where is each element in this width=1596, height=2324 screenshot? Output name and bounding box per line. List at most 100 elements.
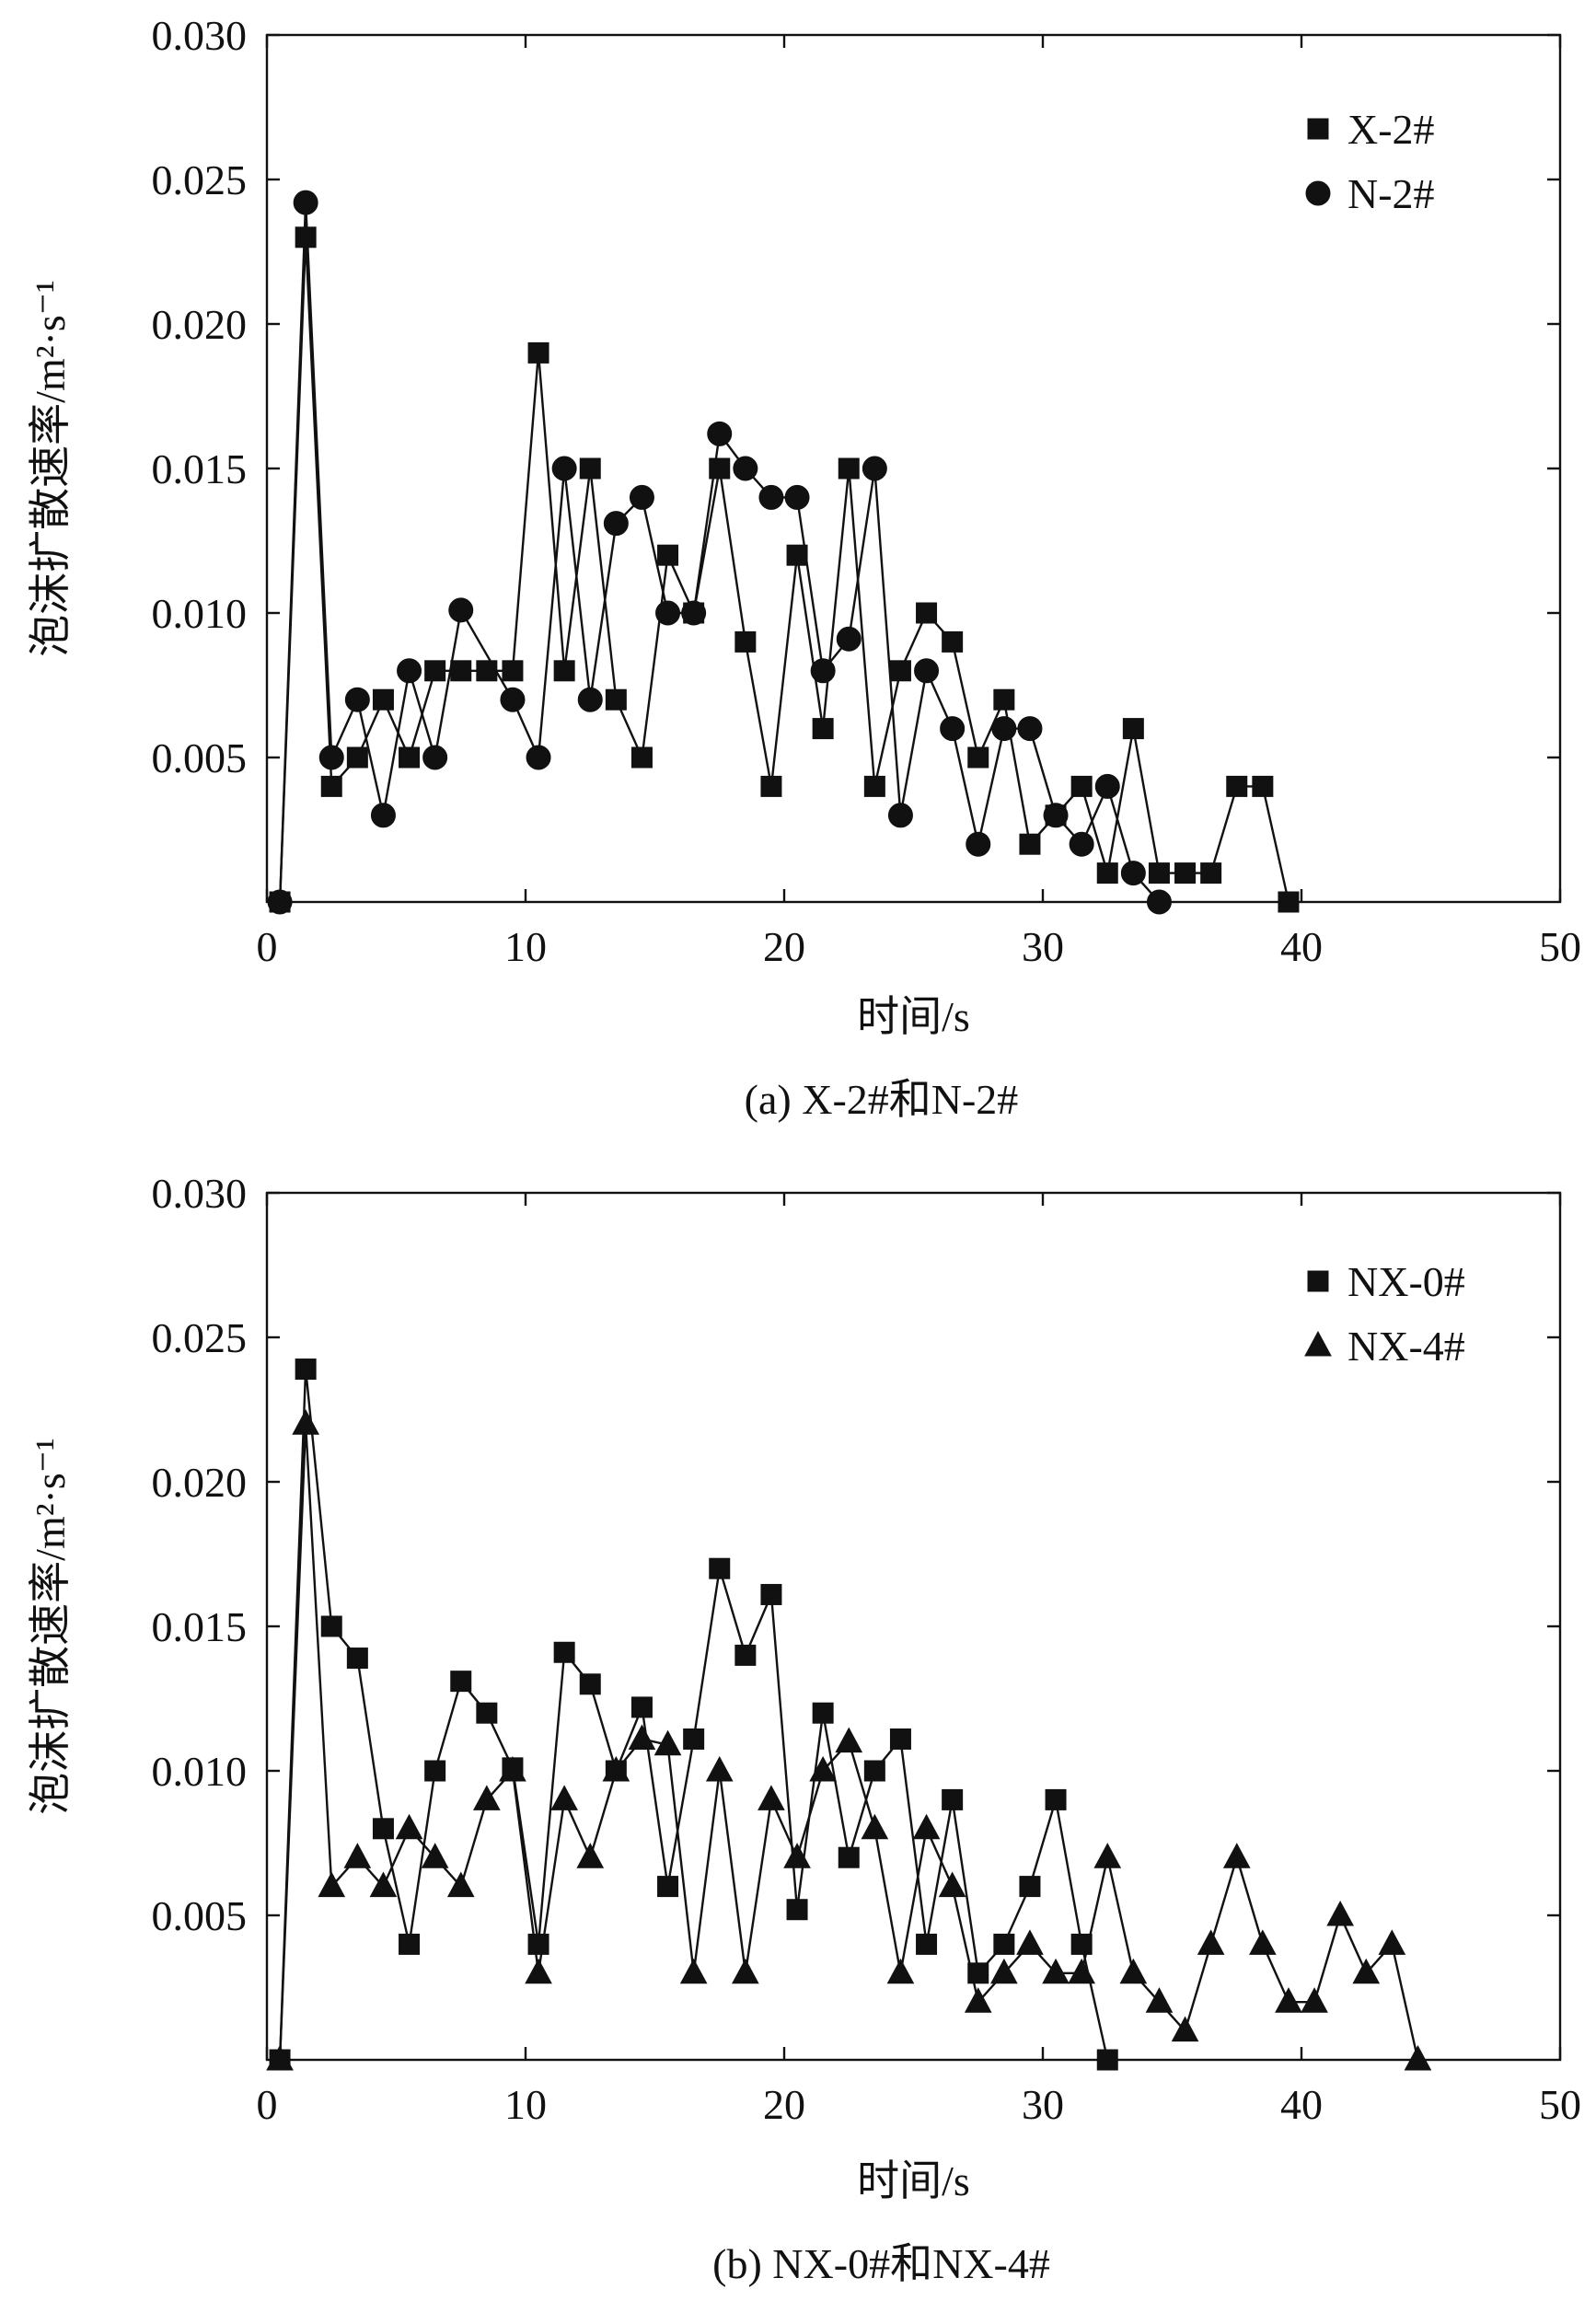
chart-b-series-2-point bbox=[1093, 1843, 1122, 1868]
chart-a-series-1-point bbox=[605, 688, 627, 711]
chart-a-x-axis-title: 时间/s bbox=[857, 993, 970, 1040]
chart-a-x-tick-label-5: 50 bbox=[1539, 923, 1581, 970]
chart-b-legend-marker-2-shape bbox=[1304, 1330, 1332, 1357]
chart-a-legend-item-2: N-2# bbox=[1305, 170, 1435, 217]
chart-b-x-axis-title: 时间/s bbox=[857, 2157, 970, 2204]
chart-b-series-1-point bbox=[916, 1933, 938, 1955]
chart-a-series-1-point bbox=[1200, 862, 1222, 885]
chart-b-legend-marker-1 bbox=[1307, 1270, 1329, 1292]
chart-a-series-2-point bbox=[733, 456, 758, 481]
chart-a-legend: X-2# N-2# bbox=[1305, 106, 1435, 217]
chart-b-series-2-point bbox=[964, 1987, 992, 2013]
chart-b-legend-marker-2 bbox=[1304, 1330, 1332, 1357]
chart-b-series-2 bbox=[266, 1409, 1432, 2071]
chart-a-series-2-point bbox=[655, 600, 681, 626]
chart-a-series-1-point bbox=[1252, 775, 1274, 797]
chart-a-series-1-point bbox=[372, 688, 394, 711]
chart-b-series-1-point bbox=[399, 1933, 421, 1955]
chart-b-series-1-point bbox=[683, 1728, 705, 1750]
chart-b-series-1-point bbox=[812, 1702, 834, 1724]
chart-a-series-2-point bbox=[784, 484, 810, 510]
chart-a-legend-marker-1 bbox=[1307, 118, 1329, 140]
chart-a-series-1-point bbox=[450, 660, 472, 682]
chart-a-series-1-point bbox=[424, 660, 446, 682]
chart-b-marks bbox=[266, 1359, 1432, 2071]
chart-a-series-1-point bbox=[527, 341, 549, 364]
chart-b-series-1-point bbox=[295, 1359, 317, 1381]
chart-b-series-2-point bbox=[602, 1755, 630, 1782]
chart-b-series-2-point bbox=[1326, 1900, 1354, 1926]
chart-a-series-1-point bbox=[1019, 833, 1041, 855]
chart-a-y-tick-label-2: 0.015 bbox=[152, 445, 248, 492]
chart-a-series-1-point bbox=[630, 746, 653, 769]
chart-b-legend-marker-1-shape bbox=[1307, 1270, 1329, 1292]
chart-a-series-2-point bbox=[836, 626, 862, 652]
chart-a-legend-marker-2-shape bbox=[1305, 180, 1331, 206]
chart-b-series-2-point bbox=[1378, 1929, 1406, 1955]
chart-a-series-1-line bbox=[278, 237, 1290, 903]
chart-b-series-2-point bbox=[679, 1958, 708, 1984]
chart-a-series-2-line bbox=[278, 202, 1161, 903]
chart-a-series-2-point bbox=[707, 421, 733, 446]
chart-a-series-2-point bbox=[422, 745, 448, 770]
chart-b-y-axis-title: 泡沫扩散速率/m²·s⁻¹ bbox=[27, 1438, 74, 1815]
chart-a-series-1-point bbox=[786, 544, 808, 566]
chart-b-series-2-point bbox=[1042, 1958, 1070, 1984]
chart-b-series-2-point bbox=[1016, 1929, 1044, 1955]
chart-a-series-1-point bbox=[916, 602, 938, 624]
chart-b-series-2-point bbox=[292, 1409, 319, 1435]
chart-b-series-2-point bbox=[576, 1843, 605, 1868]
chart-b-series-2-point bbox=[343, 1843, 372, 1868]
chart-a-series-1-point bbox=[399, 746, 421, 769]
chart-b-y-tick-label-0: 0.005 bbox=[152, 1892, 248, 1939]
chart-a-series-1-point bbox=[553, 660, 575, 682]
chart-b-series-1-point bbox=[372, 1818, 394, 1840]
chart-a-series-1-point bbox=[993, 688, 1015, 711]
chart-b-y-tick-label-3: 0.020 bbox=[152, 1459, 248, 1506]
chart-a-series-2-point bbox=[603, 511, 629, 537]
chart-a-series-2-point bbox=[887, 803, 913, 828]
chart-b-series-1-point bbox=[579, 1673, 601, 1695]
chart-a-series-1-point bbox=[760, 775, 782, 797]
chart-a-legend-label-1: X-2# bbox=[1347, 106, 1435, 153]
chart-a-series-1-point bbox=[942, 630, 964, 653]
chart-a-series-1-point bbox=[1096, 862, 1118, 885]
chart-b-y-tick-label-1: 0.010 bbox=[152, 1748, 248, 1795]
chart-b-series-1-point bbox=[993, 1933, 1015, 1955]
chart-b-series-1-point bbox=[1045, 1788, 1067, 1810]
chart-b-series-2-point bbox=[1352, 1958, 1381, 1984]
chart-b-x-tick-label-4: 40 bbox=[1280, 2081, 1323, 2128]
chart-a-series-2-point bbox=[500, 687, 526, 712]
chart-b-series-1-point bbox=[734, 1644, 757, 1666]
chart-a-series-2 bbox=[267, 190, 1172, 915]
chart-b-series-2-point bbox=[809, 1755, 837, 1782]
chart-a-series-1-point bbox=[1226, 775, 1248, 797]
chart-b-series-2-point bbox=[783, 1843, 811, 1868]
chart-b-series-2-point bbox=[886, 1958, 915, 1984]
chart-a-series-1-point bbox=[734, 630, 757, 653]
chart-a-series-2-point bbox=[370, 803, 396, 828]
chart-b-series-2-point bbox=[318, 1871, 346, 1898]
chart-a-series-2-point bbox=[1017, 716, 1043, 742]
chart-a-legend-item-1: X-2# bbox=[1307, 106, 1435, 153]
chart-a-series-2-point bbox=[862, 456, 887, 481]
chart-a-series-2-point bbox=[681, 600, 707, 626]
chart-a-y-tick-label-4: 0.025 bbox=[152, 156, 248, 203]
chart-a-series-1-point bbox=[1174, 862, 1197, 885]
chart-b-series-1-point bbox=[709, 1557, 731, 1579]
chart-b-series-2-point bbox=[1222, 1843, 1251, 1868]
chart-a-legend-label-2: N-2# bbox=[1347, 170, 1435, 217]
chart-a-series-1-point bbox=[1148, 862, 1170, 885]
chart-b-ticks: 0 10 20 30 40 50 0.005 0.010 0.015 0.020 0.025 0.03… bbox=[152, 1170, 1582, 2128]
chart-b-legend-label-1: NX-0# bbox=[1347, 1258, 1465, 1305]
chart-a-series-2-point bbox=[526, 745, 551, 770]
chart-b-y-tick-label-5: 0.030 bbox=[152, 1170, 248, 1217]
chart-b-series-1-point bbox=[320, 1615, 342, 1637]
chart-a-y-tick-label-3: 0.020 bbox=[152, 301, 248, 348]
chart-a-x-tick-label-1: 10 bbox=[504, 923, 547, 970]
chart-b-series-2-point bbox=[653, 1729, 682, 1756]
chart-a-series-1-point bbox=[657, 544, 679, 566]
chart-a-series-1-point bbox=[346, 746, 368, 769]
chart-a-series-2-point bbox=[551, 456, 577, 481]
chart-a-series-1-point bbox=[838, 457, 860, 480]
